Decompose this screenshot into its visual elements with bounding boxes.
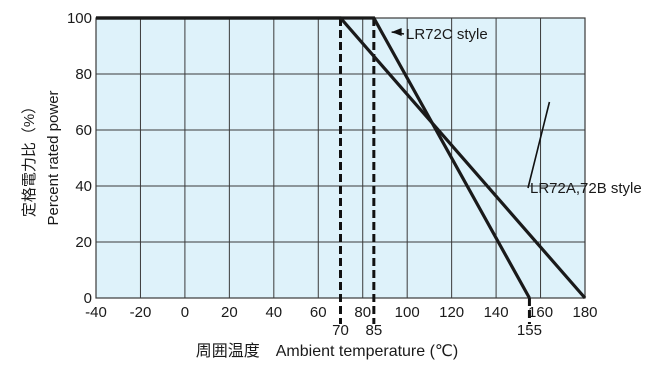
tick-labels: -40 -20 0 20 40 60 80 100 120 140 160 180 0 20 40 60 80 1… <box>67 10 598 339</box>
x-tick-label: 120 <box>439 304 464 321</box>
x-tick-label: 20 <box>221 304 238 321</box>
y-tick-label: 80 <box>75 66 92 83</box>
x-tick-label: -20 <box>130 304 152 321</box>
x-tick-label-secondary: 85 <box>365 322 382 339</box>
y-axis-label-jp: 定格電力比（%） <box>21 99 38 217</box>
annotations: LR72A,72B style LR72C style <box>391 26 642 197</box>
y-tick-label: 40 <box>75 178 92 195</box>
series-leader-arrow <box>391 28 402 36</box>
x-tick-label-secondary: 70 <box>332 322 349 339</box>
x-tick-label: 80 <box>354 304 371 321</box>
x-tick-label: 160 <box>528 304 553 321</box>
series-lines <box>96 16 587 300</box>
x-tick-label: 100 <box>395 304 420 321</box>
x-tick-label: 180 <box>572 304 597 321</box>
series-label-0: LR72A,72B style <box>530 180 642 197</box>
series-leader-0 <box>527 101 551 189</box>
x-tick-label: -40 <box>85 304 107 321</box>
y-axis-label-en: Percent rated power <box>45 90 62 225</box>
x-axis-label: 周囲温度 Ambient temperature (℃) <box>196 342 458 360</box>
y-tick-label: 100 <box>67 10 92 27</box>
reference-lines <box>339 18 531 324</box>
x-tick-label: 60 <box>310 304 327 321</box>
y-tick-label: 0 <box>84 290 92 307</box>
x-tick-label: 40 <box>265 304 282 321</box>
y-tick-label: 20 <box>75 234 92 251</box>
x-tick-label: 0 <box>181 304 189 321</box>
y-tick-label: 60 <box>75 122 92 139</box>
series-line-1 <box>96 16 531 299</box>
series-label-1: LR72C style <box>406 26 488 43</box>
x-tick-label: 140 <box>484 304 509 321</box>
x-tick-label-secondary: 155 <box>517 322 542 339</box>
